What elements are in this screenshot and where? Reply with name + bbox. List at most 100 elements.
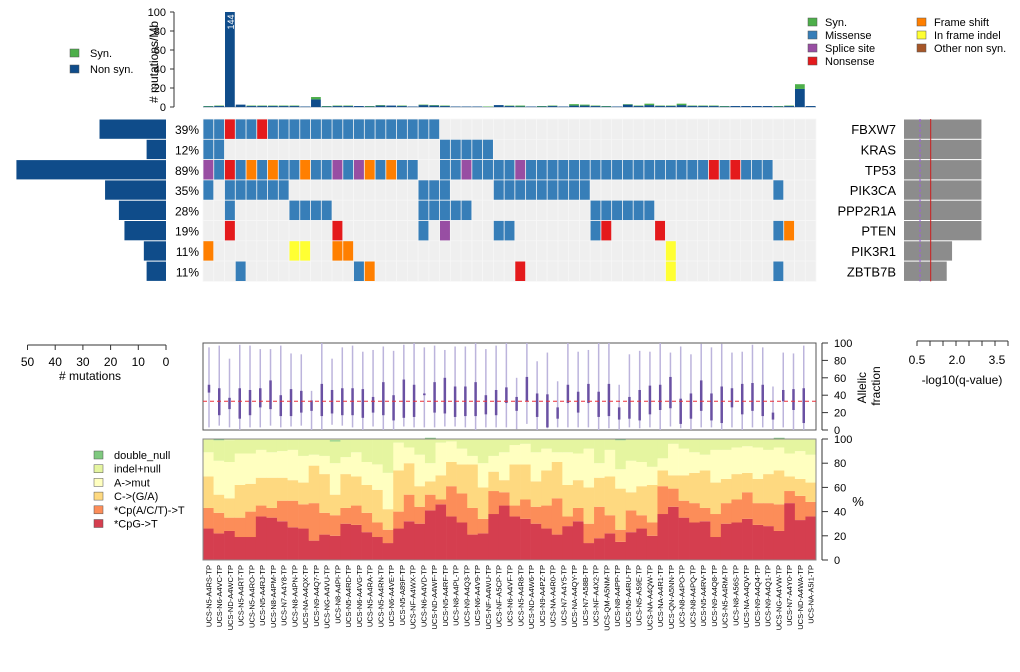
oncoprint-cell-missense xyxy=(407,119,418,139)
spectrum-segment xyxy=(720,523,732,560)
spectrum-segment xyxy=(234,517,246,538)
oncoprint-cell-frameshift xyxy=(267,160,278,180)
sample-label: UCS-ND-A4W6-TP xyxy=(527,565,536,629)
spectrum-segment xyxy=(530,481,542,507)
oncoprint-cell-missense xyxy=(633,160,644,180)
spectrum-segment xyxy=(752,524,764,560)
oncoprint-cell-missense xyxy=(429,200,440,221)
sample-label: UCS-NF-A4X2-TP xyxy=(592,565,601,626)
spectrum-legend-swatch xyxy=(93,519,104,528)
spectrum-segment xyxy=(530,523,542,560)
spectrum-segment xyxy=(710,439,722,450)
spectrum-segment xyxy=(287,439,299,450)
sample-label: UCS-N5-A4R8-TP xyxy=(516,565,525,626)
spectrum-segment xyxy=(509,464,521,506)
spectrum-segment xyxy=(287,500,299,528)
spectrum-segment xyxy=(720,503,732,524)
sample-label: UCS-N5-A4RT-TP xyxy=(237,565,246,626)
allelic-fraction-ytick-label: 0 xyxy=(834,425,840,437)
oncoprint-cell-missense xyxy=(224,200,235,221)
spectrum-segment xyxy=(446,461,457,487)
spectrum-segment xyxy=(763,526,775,560)
spectrum-segment xyxy=(319,455,331,475)
spectrum-segment xyxy=(520,464,531,500)
sample-label: UCS-N5-A4RS-TP xyxy=(204,565,213,627)
spectrum-segment xyxy=(446,486,457,517)
spectrum-segment xyxy=(435,504,447,560)
percent-label: 39% xyxy=(175,123,199,137)
oncoprint-cell-missense xyxy=(461,139,472,160)
sample-label: UCS-N5-A4RM-TP xyxy=(721,565,730,628)
oncoprint-cell-missense xyxy=(214,139,225,160)
mutation-rate-bar-nonsyn xyxy=(429,105,440,107)
oncoprint-cell-missense xyxy=(612,200,623,221)
oncoprint-cell-nonsense xyxy=(515,261,526,281)
sample-label: UCS-N7-A58B-TP xyxy=(581,565,590,626)
sample-label: UCS-QN-A5NN-TP xyxy=(667,565,676,629)
oncoprint-cell-missense xyxy=(364,119,375,139)
mutation-rate-bar-nonsyn xyxy=(225,12,235,107)
spectrum-segment xyxy=(625,510,637,533)
mutation-rate-bar-syn xyxy=(569,104,579,106)
legend-label-syn: Syn. xyxy=(825,17,847,29)
spectrum-segment xyxy=(329,494,341,516)
spectrum-segment xyxy=(678,475,690,501)
percent-label: 11% xyxy=(176,265,199,279)
spectrum-segment xyxy=(646,522,658,536)
spectrum-ytick-label: 100 xyxy=(834,434,852,446)
spectrum-segment xyxy=(615,488,627,530)
spectrum-segment xyxy=(604,439,616,450)
oncoprint-cell-missense xyxy=(547,180,558,200)
spectrum-segment xyxy=(224,530,236,560)
oncoprint-cell-missense xyxy=(493,180,504,200)
spectrum-segment xyxy=(763,474,775,504)
spectrum-segment xyxy=(699,507,711,522)
legend-label-splice: Splice site xyxy=(825,43,875,55)
spectrum-segment xyxy=(340,507,352,524)
spectrum-segment xyxy=(678,448,690,476)
spectrum-segment xyxy=(509,445,521,465)
spectrum-segment xyxy=(467,439,479,456)
spectrum-segment xyxy=(562,484,574,517)
spectrum-segment xyxy=(689,439,701,453)
oncoprint-cell-missense xyxy=(612,160,623,180)
legend-label-missense: Missense xyxy=(825,30,871,42)
spectrum-segment xyxy=(604,476,616,516)
spectrum-frame xyxy=(202,438,817,561)
spectrum-segment xyxy=(657,514,669,560)
oncoprint-cell-missense xyxy=(483,160,493,180)
oncoprint-cell-missense xyxy=(665,160,676,180)
spectrum-segment xyxy=(319,534,331,560)
spectrum-ytick-label: 60 xyxy=(834,482,846,494)
spectrum-segment xyxy=(403,447,415,464)
oncoprint-cell-missense xyxy=(235,261,246,281)
spectrum-segment xyxy=(773,504,785,531)
spectrum-segment xyxy=(393,470,405,512)
legend-swatch-frameshift xyxy=(916,17,927,27)
oncoprint-cell-missense xyxy=(450,160,461,180)
sample-label: UCS-N6-A4VC-TP xyxy=(215,565,224,627)
spectrum-segment xyxy=(403,463,415,495)
spectrum-segment xyxy=(435,442,447,476)
spectrum-segment xyxy=(329,439,341,441)
sample-label: UCS-ND-A4WA-TP xyxy=(796,565,805,630)
spectrum-segment xyxy=(266,477,278,508)
spectrum-segment xyxy=(657,439,669,459)
oncoprint-cell-missense xyxy=(547,160,558,180)
mutation-rate-bar-nonsyn xyxy=(708,106,719,107)
spectrum-segment xyxy=(794,478,806,496)
spectrum-segment xyxy=(234,537,246,560)
spectrum-segment xyxy=(203,528,214,560)
qvalue-bar xyxy=(904,200,982,220)
legend-label-nonsense: Nonsense xyxy=(825,56,875,68)
oncoprint-cell-missense xyxy=(203,180,214,200)
spectrum-segment xyxy=(382,472,394,510)
qvalue-bar xyxy=(904,221,982,241)
oncoprint-cell-missense xyxy=(773,220,784,241)
oncoprint-cell-missense xyxy=(751,160,762,180)
oncoprint-cell-missense xyxy=(558,160,569,180)
spectrum-segment xyxy=(382,509,394,530)
oncoprint-cell-missense xyxy=(246,119,257,139)
mutation-rate-bar-nonsyn xyxy=(332,106,343,107)
mutation-rate-bar-syn xyxy=(311,97,321,100)
